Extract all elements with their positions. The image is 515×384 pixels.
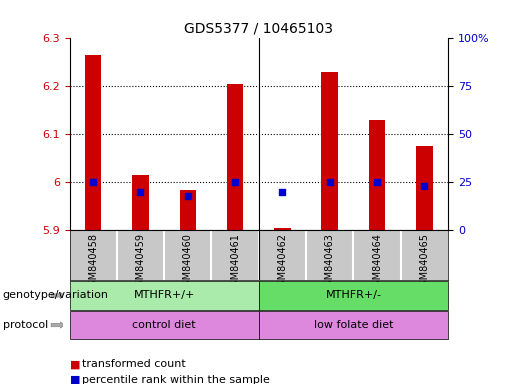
Text: MTHFR+/+: MTHFR+/+ bbox=[133, 290, 195, 301]
Text: GSM840464: GSM840464 bbox=[372, 233, 382, 292]
Bar bbox=[321, 72, 338, 230]
Text: low folate diet: low folate diet bbox=[314, 320, 393, 330]
Bar bbox=[259, 281, 448, 310]
Bar bbox=[259, 311, 448, 339]
Text: control diet: control diet bbox=[132, 320, 196, 330]
Text: GSM840460: GSM840460 bbox=[183, 233, 193, 292]
Bar bbox=[85, 55, 101, 230]
Bar bbox=[132, 175, 149, 230]
Text: protocol: protocol bbox=[3, 320, 48, 330]
Point bbox=[325, 179, 334, 185]
Point bbox=[420, 183, 428, 189]
Text: ■: ■ bbox=[70, 359, 80, 369]
Point bbox=[136, 189, 145, 195]
Bar bbox=[416, 146, 433, 230]
Bar bbox=[70, 311, 259, 339]
Text: GSM840465: GSM840465 bbox=[419, 233, 430, 292]
Point bbox=[278, 189, 286, 195]
Bar bbox=[274, 228, 291, 230]
Text: ■: ■ bbox=[70, 375, 80, 384]
Text: GSM840461: GSM840461 bbox=[230, 233, 240, 292]
Text: genotype/variation: genotype/variation bbox=[3, 290, 109, 301]
Title: GDS5377 / 10465103: GDS5377 / 10465103 bbox=[184, 22, 333, 36]
Text: GSM840459: GSM840459 bbox=[135, 233, 146, 292]
Text: percentile rank within the sample: percentile rank within the sample bbox=[82, 375, 270, 384]
Text: GSM840458: GSM840458 bbox=[88, 233, 98, 292]
Point bbox=[184, 193, 192, 199]
Bar bbox=[180, 190, 196, 230]
Point bbox=[231, 179, 239, 185]
Point bbox=[373, 179, 381, 185]
Text: transformed count: transformed count bbox=[82, 359, 186, 369]
Bar bbox=[70, 281, 259, 310]
Text: GSM840462: GSM840462 bbox=[278, 233, 287, 292]
Point bbox=[89, 179, 97, 185]
FancyArrow shape bbox=[51, 322, 65, 328]
Bar bbox=[227, 84, 244, 230]
FancyArrow shape bbox=[51, 292, 65, 299]
Text: GSM840463: GSM840463 bbox=[325, 233, 335, 292]
Bar bbox=[369, 120, 385, 230]
Text: MTHFR+/-: MTHFR+/- bbox=[325, 290, 382, 301]
